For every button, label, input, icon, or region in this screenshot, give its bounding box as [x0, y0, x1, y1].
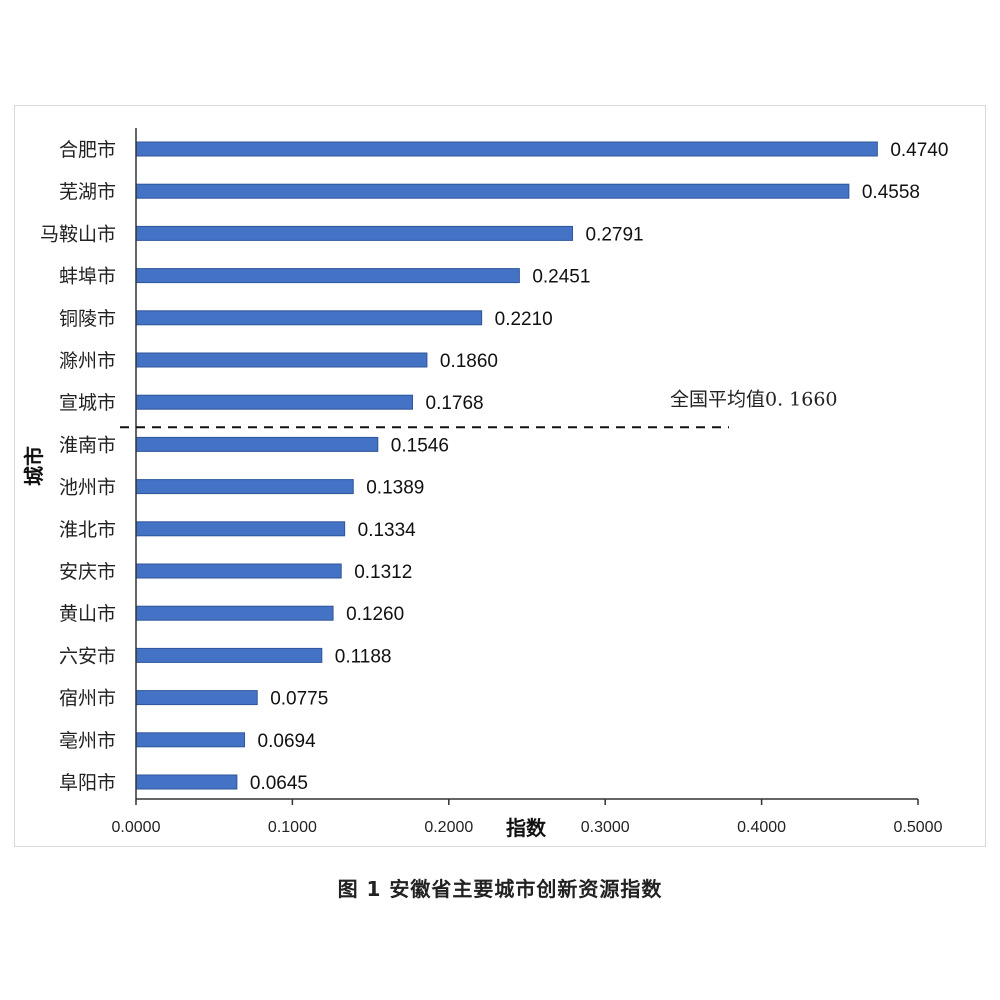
value-label: 0.1546 — [391, 435, 449, 456]
value-label: 0.2791 — [586, 224, 644, 245]
category-label: 安庆市 — [59, 561, 116, 583]
bar — [135, 732, 246, 748]
category-label: 六安市 — [59, 645, 116, 667]
value-label: 0.0775 — [270, 689, 328, 710]
category-label: 黄山市 — [59, 603, 116, 625]
value-label: 0.1334 — [358, 520, 417, 541]
bar — [135, 141, 878, 157]
bar — [135, 690, 258, 706]
bar — [135, 183, 850, 199]
bar — [135, 605, 334, 621]
category-label: 阜阳市 — [59, 772, 116, 794]
value-label: 0.1389 — [366, 478, 424, 499]
category-label: 池州市 — [59, 477, 116, 499]
bar — [135, 774, 238, 790]
value-label: 0.2451 — [532, 267, 590, 288]
national-average-label: 全国平均值0. 1660 — [670, 388, 838, 410]
bar — [135, 563, 342, 579]
bar-chart: 合肥市 0.4740 芜湖市 0.4558 马鞍山市 0.2791 蚌埠市 0.2451 铜陵市… — [22, 128, 948, 840]
bar — [135, 647, 323, 663]
value-label: 0.0694 — [258, 731, 317, 752]
value-label: 0.1188 — [335, 646, 392, 667]
value-label: 0.2210 — [495, 309, 553, 330]
category-label: 马鞍山市 — [40, 223, 116, 245]
category-label: 铜陵市 — [59, 308, 116, 330]
category-label: 亳州市 — [59, 730, 116, 752]
x-tick-label: 0.1000 — [268, 819, 317, 836]
figure-caption: 图 1 安徽省主要城市创新资源指数 — [337, 877, 663, 901]
bar — [135, 268, 520, 284]
value-label: 0.4740 — [890, 140, 948, 161]
value-label: 0.4558 — [862, 182, 920, 203]
category-label: 宣城市 — [59, 392, 116, 414]
category-label: 蚌埠市 — [59, 266, 116, 288]
x-tick-label: 0.2000 — [424, 819, 473, 836]
category-label: 宿州市 — [59, 688, 116, 710]
x-tick-label: 0.3000 — [581, 819, 630, 836]
bar — [135, 352, 428, 368]
bar — [135, 394, 414, 410]
y-axis-title: 城市 — [22, 446, 46, 486]
bars-layer: 合肥市 0.4740 芜湖市 0.4558 马鞍山市 0.2791 蚌埠市 0.2451 铜陵市… — [40, 139, 948, 794]
category-label: 淮南市 — [59, 434, 116, 456]
category-label: 合肥市 — [59, 139, 116, 161]
bar — [135, 479, 354, 495]
x-tick-label: 0.0000 — [112, 819, 161, 836]
value-label: 0.1312 — [354, 562, 412, 583]
value-label: 0.0645 — [250, 773, 308, 794]
axis-layer — [135, 128, 918, 800]
category-label: 淮北市 — [59, 519, 116, 541]
bar — [135, 225, 574, 241]
category-label: 芜湖市 — [59, 181, 116, 203]
value-label: 0.1260 — [346, 604, 404, 625]
value-label: 0.1860 — [440, 351, 498, 372]
x-ticks-layer: 0.0000 0.1000 0.2000 0.3000 0.4000 0.5000 — [112, 799, 943, 836]
bar — [135, 521, 346, 537]
x-axis-title: 指数 — [506, 816, 547, 840]
chart-frame: 合肥市 0.4740 芜湖市 0.4558 马鞍山市 0.2791 蚌埠市 0.2451 铜陵市… — [14, 105, 986, 847]
value-label: 0.1768 — [426, 393, 484, 414]
category-label: 滁州市 — [59, 350, 116, 372]
x-tick-label: 0.4000 — [737, 819, 786, 836]
bar — [135, 436, 379, 452]
bar — [135, 310, 483, 326]
x-tick-label: 0.5000 — [894, 819, 943, 836]
